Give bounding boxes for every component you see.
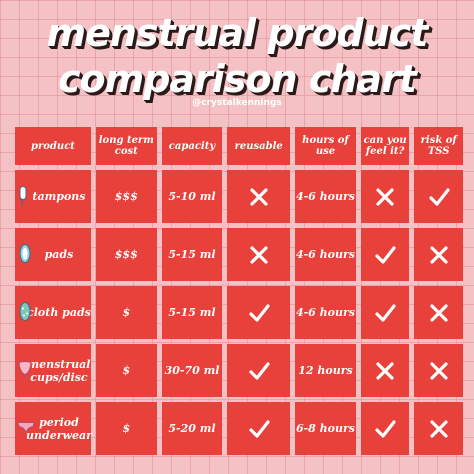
cell-capacity: 30-70 ml [161, 344, 223, 397]
check-icon [227, 360, 290, 382]
cloth-pad-icon [17, 301, 33, 324]
cell-hours: 4-6 hours [295, 286, 356, 339]
cell-tss [414, 344, 463, 397]
cell-hours: 12 hours [295, 344, 356, 397]
check-icon [227, 418, 290, 440]
check-icon [361, 418, 410, 440]
cell-feel [360, 402, 410, 455]
cross-icon [414, 419, 463, 439]
header-capacity: capacity [161, 127, 223, 165]
cross-icon [227, 187, 290, 207]
table-row: cloth pads $5-15 ml 4-6 hours [15, 286, 463, 339]
cell-reusable [227, 344, 291, 397]
cell-capacity: 5-15 ml [161, 228, 223, 281]
cross-icon [414, 303, 463, 323]
check-icon [227, 302, 290, 324]
header-reusable: reusable [227, 127, 291, 165]
table-row: period underwear $5-20 ml 6-8 hours [15, 402, 463, 455]
cell-reusable [227, 402, 291, 455]
cell-cost: $$$ [95, 228, 157, 281]
title-line-2: comparison chart [58, 57, 417, 101]
cell-cost: $$$ [95, 170, 157, 223]
cross-icon [414, 245, 463, 265]
product-label: menstrual cups/disc [27, 357, 91, 384]
cross-icon [227, 245, 290, 265]
check-icon [361, 302, 410, 324]
product-label: period underwear [26, 415, 92, 442]
tampon-icon [17, 184, 29, 209]
cell-product: menstrual cups/disc [15, 344, 91, 397]
cell-capacity: 5-20 ml [161, 402, 223, 455]
check-icon [361, 244, 410, 266]
table-row: tampons $$$ 5-10 ml 4-6 hours [15, 170, 463, 223]
cell-hours: 4-6 hours [295, 170, 356, 223]
product-label: tampons [32, 190, 86, 203]
cell-product: pads [15, 228, 91, 281]
cell-feel [360, 170, 410, 223]
cross-icon [361, 187, 410, 207]
cell-feel [360, 228, 410, 281]
pad-icon [17, 243, 33, 266]
cell-capacity: 5-10 ml [161, 170, 223, 223]
cell-product: tampons [15, 170, 91, 223]
header-tss: risk of TSS [414, 127, 463, 165]
product-label: pads [44, 248, 74, 261]
cell-tss [414, 402, 463, 455]
cell-product: period underwear [15, 402, 92, 455]
header-row: product long term cost capacity reusable… [15, 127, 463, 165]
cup-icon [17, 359, 33, 382]
cell-hours: 6-8 hours [295, 402, 356, 455]
cross-icon [414, 361, 463, 381]
product-label: cloth pads [27, 306, 91, 319]
cell-reusable [227, 286, 291, 339]
cell-reusable [227, 170, 291, 223]
cell-hours: 4-6 hours [295, 228, 356, 281]
cell-reusable [227, 228, 291, 281]
header-cost: long term cost [95, 127, 157, 165]
author-handle: @crystalkennings [192, 98, 282, 108]
cell-cost: $ [95, 344, 157, 397]
header-product: product [15, 127, 91, 165]
cell-cost: $ [95, 402, 157, 455]
header-feel: can you feel it? [360, 127, 410, 165]
cell-feel [360, 286, 410, 339]
header-hours: hours of use [295, 127, 356, 165]
cell-cost: $ [95, 286, 157, 339]
comparison-table: product long term cost capacity reusable… [10, 122, 468, 460]
cell-tss [414, 286, 463, 339]
cell-feel [360, 344, 410, 397]
underwear-icon [17, 419, 35, 438]
table-row: pads $$$ 5-15 ml 4-6 hours [15, 228, 463, 281]
cell-capacity: 5-15 ml [161, 286, 223, 339]
cross-icon [361, 361, 410, 381]
cell-tss [414, 228, 463, 281]
cell-tss [414, 170, 463, 223]
table-row: menstrual cups/disc $30-70 ml 12 hours [15, 344, 463, 397]
check-icon [414, 186, 463, 208]
cell-product: cloth pads [15, 286, 91, 339]
title-line-1: menstrual product [46, 11, 429, 55]
